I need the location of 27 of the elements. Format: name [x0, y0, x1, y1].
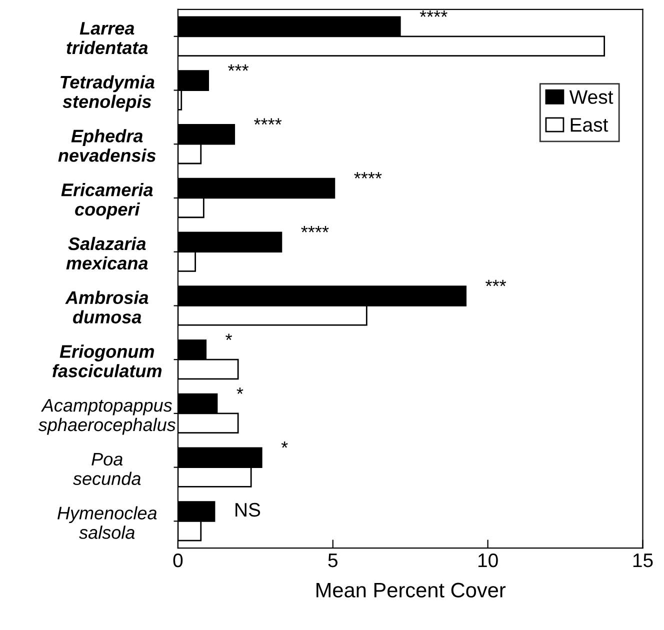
- annotation: NS: [236, 502, 260, 517]
- y-tick-label: Larrea tridentata: [66, 22, 148, 54]
- legend-label: East: [570, 118, 608, 132]
- y-tick-label: Tetradymia stenolepis: [60, 75, 154, 112]
- y-tick-label: Salazaria mexicana: [66, 236, 148, 270]
- x-axis-title: Mean Percent Cover: [316, 582, 506, 598]
- annotation: ****: [420, 10, 448, 17]
- y-tick-label: Ambrosia dumosa: [65, 290, 148, 324]
- y-tick-label: Hymenoclea salsola: [58, 506, 157, 539]
- x-tick-label: 15: [633, 554, 653, 568]
- y-tick-label: Ericameria cooperi: [61, 183, 153, 220]
- annotation: *: [226, 334, 232, 340]
- annotation: ***: [228, 64, 249, 71]
- x-tick-label: 5: [328, 554, 338, 568]
- annotation: ****: [254, 118, 282, 125]
- legend-label: West: [569, 90, 614, 104]
- annotation: ****: [301, 226, 329, 232]
- annotation: ***: [486, 280, 506, 286]
- annotation: *: [236, 388, 244, 394]
- y-tick-label: Ephedra nevadensis: [58, 129, 156, 162]
- x-tick-label: 10: [478, 553, 498, 568]
- y-tick-label: Acamptopappus sphaerocephalus: [38, 399, 176, 435]
- annotation: *: [281, 441, 288, 448]
- y-tick-label: Poa secunda: [73, 453, 141, 486]
- x-tick-label: 0: [173, 553, 183, 568]
- y-tick-label: Eriogonum fasciculatum: [52, 344, 162, 378]
- annotation: ****: [354, 172, 382, 178]
